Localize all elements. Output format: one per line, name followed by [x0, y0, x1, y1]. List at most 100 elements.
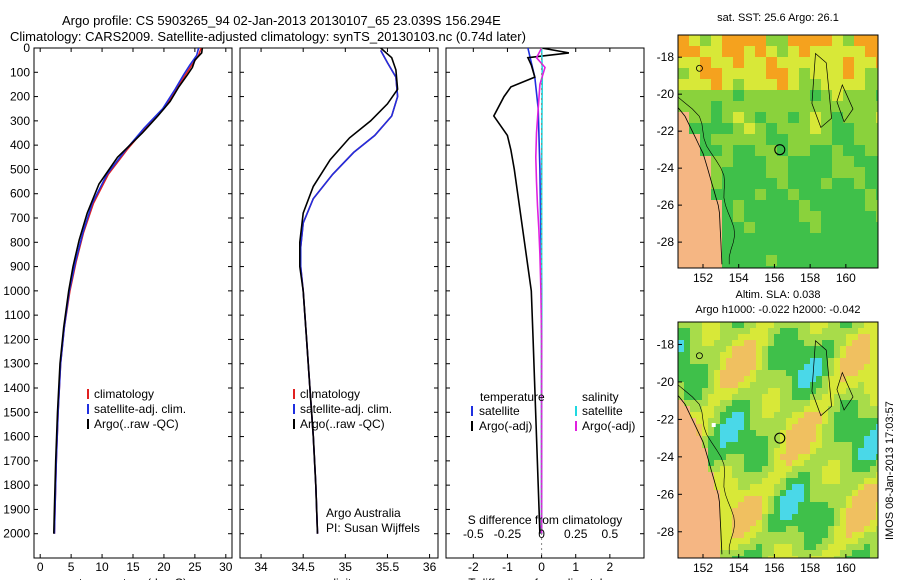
map-cell: [846, 508, 853, 515]
map-cell: [678, 544, 685, 551]
map-cell: [780, 322, 787, 329]
map-cell: [810, 167, 822, 179]
map-cell: [858, 478, 865, 485]
map-cell: [722, 145, 734, 157]
map-cell: [798, 472, 805, 479]
map-cell: [714, 358, 721, 365]
map-cell: [733, 233, 745, 245]
map-cell: [816, 466, 823, 473]
map-cell: [766, 266, 778, 268]
map-cell: [678, 400, 685, 407]
map-cell: [843, 222, 855, 234]
map-cell: [852, 364, 859, 371]
map-cell: [798, 394, 805, 401]
map-cell: [876, 145, 878, 157]
map-cell: [832, 211, 844, 223]
map-cell: [744, 496, 751, 503]
map-cell: [788, 90, 800, 102]
map-cell: [708, 502, 715, 509]
map-cell: [832, 145, 844, 157]
map-cell: [738, 328, 745, 335]
map-cell: [756, 346, 763, 353]
x-tick-label: 5: [68, 560, 75, 574]
map-cell: [690, 430, 697, 437]
map-cell: [864, 382, 871, 389]
map-cell: [816, 346, 823, 353]
map-cell: [678, 364, 685, 371]
map-cell: [766, 145, 778, 157]
map-cell: [756, 472, 763, 479]
map-cell: [810, 200, 822, 212]
map-cell: [768, 346, 775, 353]
map-cell: [708, 352, 715, 359]
map-cell: [732, 418, 739, 425]
map-cell: [804, 526, 811, 533]
map-cell: [689, 90, 701, 102]
map-cell: [852, 472, 859, 479]
map-cell: [810, 35, 822, 47]
map-cell: [852, 328, 859, 335]
map-cell: [810, 382, 817, 389]
map-cell: [700, 145, 712, 157]
map-cell: [720, 502, 727, 509]
map-cell: [700, 266, 712, 268]
map-cell: [810, 266, 822, 268]
map-cell: [684, 370, 691, 377]
map-cell: [720, 478, 727, 485]
map-cell: [689, 123, 701, 135]
map-cell: [714, 454, 721, 461]
map-cell: [690, 526, 697, 533]
map-cell: [708, 472, 715, 479]
map-cell: [798, 484, 805, 491]
map-cell: [714, 388, 721, 395]
map-cell: [744, 68, 756, 80]
map-cell: [788, 68, 800, 80]
map-cell: [843, 46, 855, 58]
map-cell: [678, 90, 690, 102]
map-cell: [852, 376, 859, 383]
map-cell: [780, 478, 787, 485]
map-cell: [768, 388, 775, 395]
map-cell: [714, 460, 721, 467]
map-cell: [864, 454, 871, 461]
map-cell: [755, 156, 767, 168]
map-cell: [798, 370, 805, 377]
map-cell: [678, 460, 685, 467]
map-cell: [762, 376, 769, 383]
map-cell: [720, 430, 727, 437]
map-cell: [846, 556, 853, 558]
map-cell: [684, 502, 691, 509]
map-cell: [714, 406, 721, 413]
map-cell: [810, 442, 817, 449]
map-cell: [792, 346, 799, 353]
map-cell: [720, 442, 727, 449]
map-x-tick-label: 152: [693, 561, 713, 575]
map-cell: [854, 68, 866, 80]
map-cell: [799, 46, 811, 58]
map-cell: [711, 244, 723, 256]
map-cell: [810, 454, 817, 461]
map-cell: [822, 394, 829, 401]
map-cell: [821, 244, 833, 256]
map-cell: [777, 145, 789, 157]
map-cell: [678, 222, 690, 234]
map-cell: [702, 484, 709, 491]
map-cell: [696, 538, 703, 545]
map-cell: [822, 376, 829, 383]
map-cell: [726, 442, 733, 449]
map-cell: [780, 334, 787, 341]
map-cell: [864, 358, 871, 365]
map-cell: [744, 550, 751, 557]
map-cell: [846, 352, 853, 359]
map-cell: [690, 484, 697, 491]
map-cell: [828, 418, 835, 425]
map-cell: [714, 556, 721, 558]
map-cell: [756, 490, 763, 497]
map-cell: [834, 412, 841, 419]
map-cell: [786, 394, 793, 401]
map-cell: [804, 466, 811, 473]
map-cell: [738, 454, 745, 461]
map-cell: [810, 502, 817, 509]
map-cell: [750, 382, 757, 389]
map-cell: [832, 255, 844, 267]
